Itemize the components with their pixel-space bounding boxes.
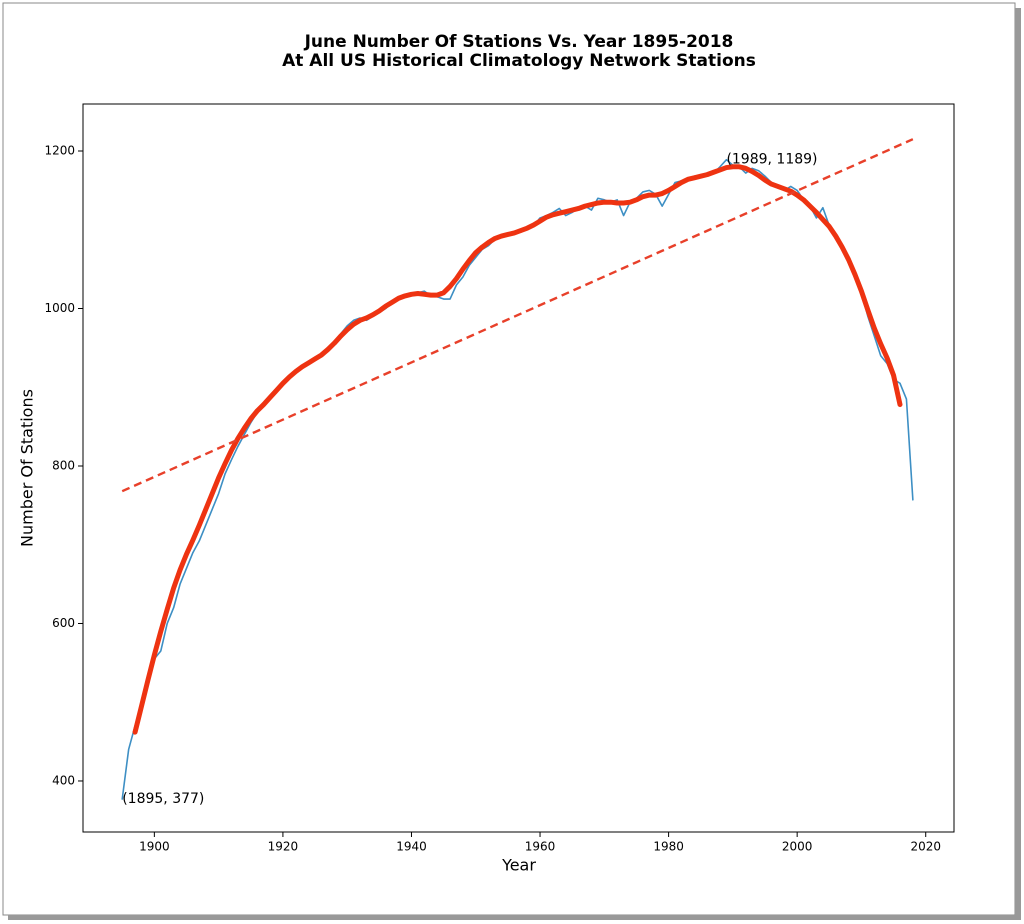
x-tick-label: 2020: [910, 840, 941, 854]
y-axis-label: Number Of Stations: [18, 389, 37, 547]
y-tick-label: 400: [52, 773, 75, 787]
x-tick-label: 2000: [782, 840, 813, 854]
x-tick-label: 1980: [653, 840, 684, 854]
x-tick-label: 1940: [396, 840, 427, 854]
plot-frame: [82, 103, 955, 833]
y-tick-label: 1000: [44, 301, 75, 315]
x-tick-label: 1900: [139, 840, 170, 854]
chart-title: June Number Of Stations Vs. Year 1895-20…: [304, 32, 734, 52]
frame-shadow: [8, 915, 1021, 920]
x-axis-label: Year: [501, 856, 536, 875]
y-tick-label: 1200: [44, 144, 75, 158]
series-line: [132, 164, 903, 735]
annotation: (1895, 377): [122, 791, 204, 807]
annotation: (1989, 1189): [726, 152, 817, 168]
chart-subtitle: At All US Historical Climatology Network…: [282, 51, 756, 71]
frame-shadow: [1015, 8, 1021, 918]
x-tick-label: 1960: [525, 840, 556, 854]
series-line: [121, 138, 914, 493]
x-tick-label: 1920: [268, 840, 299, 854]
y-tick-label: 800: [52, 458, 75, 472]
frame: [2, 2, 1016, 916]
y-tick-label: 600: [52, 616, 75, 630]
